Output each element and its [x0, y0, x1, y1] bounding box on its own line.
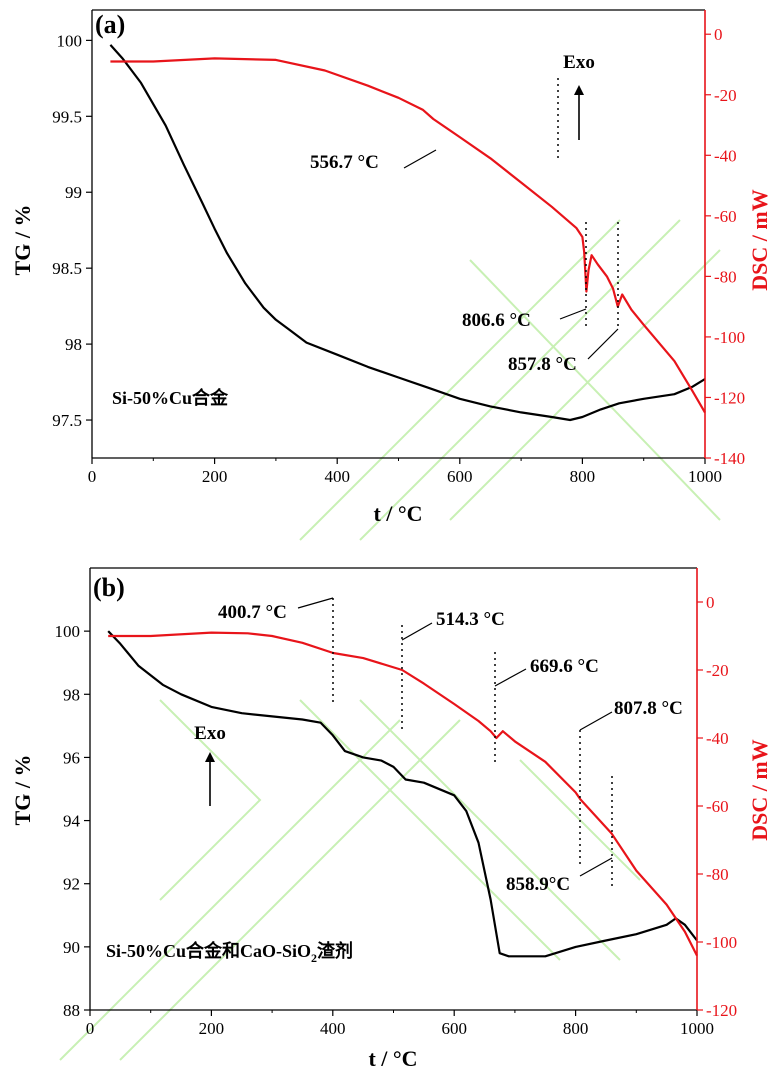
panel-a-label: (a) [95, 10, 125, 39]
panel-a-temperature-label: 556.7 °C [310, 152, 379, 173]
sample-label-main: Si-50%Cu合金和CaO-SiO [106, 940, 311, 961]
panel-b-right-tick-label: -60 [706, 797, 729, 816]
panel-a-left-axis-title: TG / % [10, 205, 35, 276]
panel-b-annotation-arrow [401, 622, 433, 641]
panel-b-x-tick-label: 0 [86, 1019, 95, 1038]
panel-b-left-tick-label: 94 [63, 812, 81, 831]
watermark-stroke [449, 249, 721, 521]
panel-a-right-tick-label: -20 [714, 86, 737, 105]
sample-label-tail: 渣剂 [317, 940, 353, 961]
panel-b-temperature-label: 807.8 °C [614, 698, 683, 719]
panel-a-right-tick-label: 0 [714, 25, 723, 44]
panel-b-x-tick-label: 800 [563, 1019, 589, 1038]
panel-b-left-tick-label: 100 [55, 622, 81, 641]
panel-b-temperature-label: 400.7 °C [218, 602, 287, 623]
panel-b-temperature-label: 858.9°C [506, 874, 570, 895]
panel-b-annotation-arrow [494, 668, 527, 687]
panel-b-sample-label: Si-50%Cu合金和CaO-SiO2渣剂 [106, 940, 353, 965]
panel-a-x-tick-label: 800 [570, 467, 596, 486]
watermark-stroke [359, 699, 621, 961]
panel-a-annotation-arrow [559, 308, 587, 320]
panel-b-right-tick-label: -40 [706, 729, 729, 748]
panel-b-left-tick-label: 88 [63, 1001, 80, 1020]
panel-b-right-tick-label: -20 [706, 661, 729, 680]
panel-a-right-tick-label: -100 [714, 328, 745, 347]
watermark-stroke [299, 699, 561, 961]
panel-b-right-tick-label: -80 [706, 865, 729, 884]
panel-b-x-tick-label: 1000 [680, 1019, 714, 1038]
watermark-stroke [359, 219, 681, 541]
panel-b-right-tick-label: -100 [706, 933, 737, 952]
sample-label-subscript: 2 [311, 951, 317, 965]
panel-a-right-tick-label: -120 [714, 388, 745, 407]
panel-a-x-tick-label: 1000 [688, 467, 722, 486]
panel-b-exo-arrowhead [205, 752, 215, 762]
panel-a-left-tick-label: 99 [65, 183, 82, 202]
panel-b-left-tick-label: 98 [63, 685, 80, 704]
panel-a-right-tick-label: -40 [714, 146, 737, 165]
panel-b-dsc-curve [108, 631, 698, 957]
panel-a-right-axis-title: DSC / mW [747, 189, 772, 290]
panel-a-left-tick-label: 97.5 [52, 411, 82, 430]
panel-a-right-tick-label: -80 [714, 267, 737, 286]
panel-a-right-tick-label: -60 [714, 207, 737, 226]
panel-b-left-axis-title: TG / % [10, 755, 35, 826]
panel-b-x-tick-label: 200 [199, 1019, 225, 1038]
panel-b-label: (b) [93, 573, 125, 602]
panel-b-tg-curve [107, 630, 698, 958]
panel-a-left-tick-label: 98.5 [52, 259, 82, 278]
panel-b-temperature-label: 514.3 °C [436, 609, 505, 630]
panel-a-annotation-arrow [587, 328, 619, 360]
panel-b-exo-label: Exo [194, 723, 226, 744]
panel-b-left-tick-label: 96 [63, 748, 80, 767]
watermark-pattern [59, 219, 721, 1061]
panel-b-left-tick-label: 92 [63, 875, 80, 894]
panel-b-right-axis-title: DSC / mW [747, 739, 772, 840]
panel-a-dsc-curve [110, 57, 706, 414]
panel-a-temperature-label: 857.8 °C [508, 354, 577, 375]
panel-b-annotation-arrow [297, 597, 334, 609]
panel-a-exo-label: Exo [563, 52, 595, 73]
panel-a-left-tick-label: 99.5 [52, 107, 82, 126]
panel-a-annotation-arrow [403, 149, 437, 169]
watermark-stroke [159, 699, 262, 901]
panel-b-right-tick-label: 0 [706, 593, 715, 612]
panel-b-x-tick-label: 600 [441, 1019, 467, 1038]
panel-a-x-axis-title: t / °C [373, 501, 422, 526]
panel-b-left-tick-label: 90 [63, 938, 80, 957]
panel-a-temperature-label: 806.6 °C [462, 310, 531, 331]
panel-b-x-axis-title: t / °C [368, 1046, 417, 1071]
watermark-stroke [299, 219, 621, 541]
panel-b-annotation-arrow [579, 711, 613, 731]
panel-b: (b) 400.7 °C 514.3 °C 669.6 °C 807.8 °C 858.… [10, 567, 772, 1071]
panel-a-tg-curve [109, 44, 706, 422]
panel-a-x-tick-label: 0 [88, 467, 97, 486]
panel-b-temperature-label: 669.6 °C [530, 656, 599, 677]
panel-b-right-tick-label: -120 [706, 1001, 737, 1020]
panel-a-right-tick-label: -140 [714, 449, 745, 468]
panel-a-x-tick-label: 200 [202, 467, 228, 486]
watermark-stroke [469, 259, 721, 521]
watermark-stroke [59, 719, 401, 1061]
panel-a-x-tick-label: 600 [447, 467, 473, 486]
panel-b-x-tick-label: 400 [320, 1019, 346, 1038]
panel-a-left-tick-label: 98 [65, 335, 82, 354]
panel-a-sample-label: Si-50%Cu合金 [112, 387, 229, 408]
panel-a-x-tick-label: 400 [324, 467, 350, 486]
panel-a-left-tick-label: 100 [57, 31, 83, 50]
panel-b-annotation-arrow [579, 857, 613, 877]
panel-a-exo-arrowhead [574, 85, 584, 95]
panel-a: (a) 556.7 °C 806.6 °C 857.8 °C 0 200 400 600 8… [10, 9, 772, 526]
